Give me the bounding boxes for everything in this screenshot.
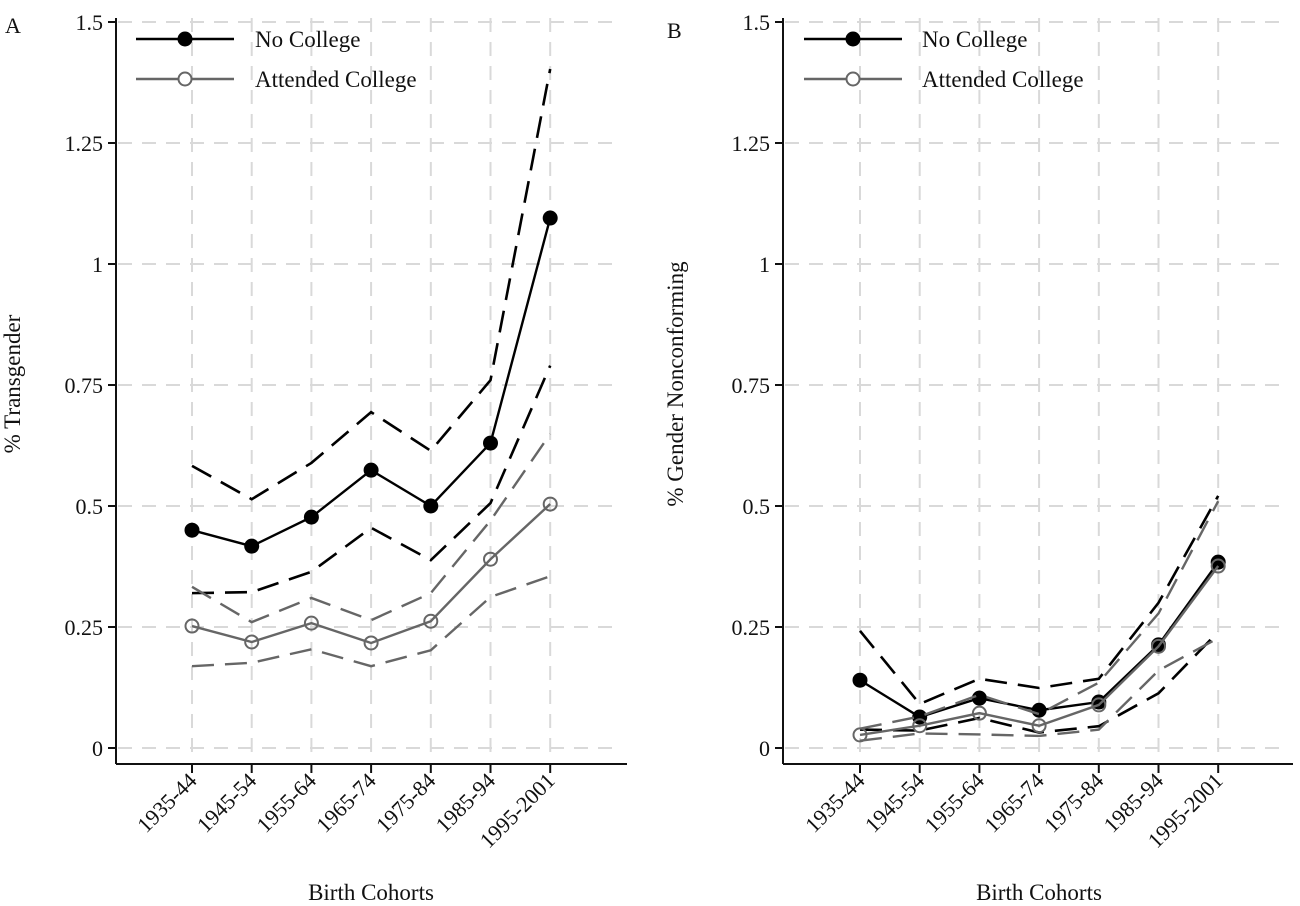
ci-upper-line [191,433,552,624]
x-tick-label: 1965-74 [979,768,1049,838]
gridlines [785,18,1287,762]
x-tick-label: 1945-54 [192,768,262,838]
ci-upper-line [191,68,552,501]
x-tick-label: 1955-64 [251,768,321,838]
data-point [1031,702,1047,718]
legend-marker-filled-circle-icon [177,31,193,47]
legend-item: Attended College [804,67,1084,92]
x-tick-label: 1975-84 [1039,768,1109,838]
y-tick-label: 0.75 [65,373,104,398]
data-point [971,705,987,721]
y-tick-label: 0.25 [732,615,771,640]
data-point [971,690,987,706]
x-tick-label: 1935-44 [132,768,202,838]
legend-label: No College [255,27,360,52]
series-no-college [184,68,558,595]
y-tick-label: 0 [759,736,770,761]
gridlines [118,18,621,762]
panel-b: 0 0.25 0.5 0.75 1 1.25 1.5 1935-441945-541955-6… [663,10,1293,905]
x-axis-title: Birth Cohorts [976,880,1102,905]
x-tick-label: 1945-54 [860,768,930,838]
series-attended-college [852,500,1226,743]
y-tick-label: 0.75 [732,373,771,398]
y-tick-label: 1.25 [732,131,771,156]
data-point [244,634,260,650]
ci-upper-line [859,500,1220,730]
ci-lower-line [859,637,1219,742]
y-tick-label: 0.25 [65,615,104,640]
data-point [1031,718,1047,734]
series-attended-college [184,433,558,668]
x-axis-title: Birth Cohorts [308,880,434,905]
legend-label: Attended College [255,67,417,92]
legend-item: Attended College [136,67,417,92]
data-point [184,618,200,634]
data-point [542,496,558,512]
y-tick-label: 1 [759,252,770,277]
panel-label: A [5,13,21,38]
data-point [852,727,868,743]
series-line [859,565,1220,737]
y-tick-label: 1.5 [743,10,771,35]
legend-marker-hollow-circle-icon [177,71,193,87]
y-tick-label: 1.25 [65,131,104,156]
data-point [1151,638,1166,654]
panel-a: 0 0.25 0.5 0.75 1 1.25 1.5 1935-441945-541955-6… [0,10,627,905]
data-point [423,613,439,629]
legend-item: No College [804,27,1027,52]
legend-marker-hollow-circle-icon [845,71,861,87]
panel-label: B [667,18,682,43]
y-axis-title: % Gender Nonconforming [663,261,688,507]
x-tick-label: 1955-64 [919,768,989,838]
legend: No College Attended College [136,27,417,92]
data-point [303,615,319,631]
legend-label: No College [922,27,1027,52]
series-line [191,503,552,645]
data-point [363,635,379,651]
ci-lower-line [191,365,552,595]
data-point [912,718,928,734]
data-point [184,522,200,538]
data-point [1210,558,1226,574]
y-tick-label: 0 [92,736,103,761]
data-point [542,210,558,226]
data-point [483,435,498,451]
data-point [852,672,868,688]
data-point [303,509,319,525]
data-point [423,498,439,514]
data-point [1091,697,1107,713]
y-axis-title: % Transgender [0,314,25,453]
x-tick-label: 1965-74 [311,768,381,838]
legend-label: Attended College [922,67,1084,92]
x-tick-label: 1975-84 [371,768,441,838]
data-point [483,551,498,567]
legend-marker-filled-circle-icon [845,31,861,47]
legend: No College Attended College [804,27,1084,92]
legend-item: No College [136,27,360,52]
ci-lower-line [191,575,551,668]
y-tick-label: 1.5 [76,10,104,35]
y-tick-label: 0.5 [76,494,104,519]
y-tick-label: 0.5 [743,494,771,519]
ci-upper-line [858,495,1220,706]
y-tick-label: 1 [92,252,103,277]
data-point [244,538,260,554]
data-point [1210,554,1226,570]
x-tick-label: 1935-44 [800,768,870,838]
data-point [363,462,379,478]
